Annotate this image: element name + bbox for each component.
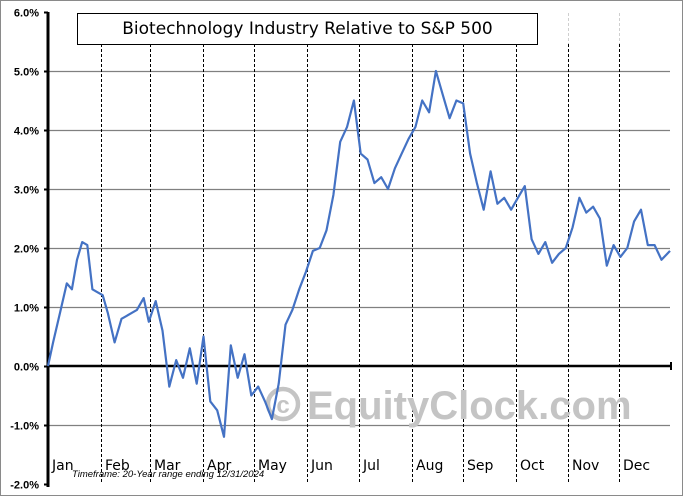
y-axis-label: 6.0% bbox=[14, 8, 39, 20]
month-label-aug: Aug bbox=[416, 458, 443, 474]
y-axis-label: 4.0% bbox=[14, 126, 39, 138]
chart-title: Biotechnology Industry Relative to S&P 5… bbox=[122, 19, 493, 39]
chart-title-box: Biotechnology Industry Relative to S&P 5… bbox=[77, 13, 538, 45]
month-label-oct: Oct bbox=[520, 458, 545, 474]
month-label-dec: Dec bbox=[623, 458, 650, 474]
timeframe-note: Timeframe: 20-Year range ending 12/31/20… bbox=[72, 469, 265, 480]
y-axis-labels: 6.0% 5.0% 4.0% 3.0% 2.0% 1.0% 0.0% -1.0% -2.0% bbox=[10, 8, 39, 492]
x-axis-month-labels: Jan Feb Mar Apr May Jun Jul Aug Sep Oct Nov Dec bbox=[51, 458, 650, 474]
month-label-apr: Apr bbox=[207, 458, 231, 474]
y-axis-label: 2.0% bbox=[14, 244, 39, 256]
month-label-feb: Feb bbox=[105, 458, 130, 474]
month-label-sep: Sep bbox=[467, 458, 494, 474]
month-label-mar: Mar bbox=[154, 458, 181, 474]
month-label-jun: Jun bbox=[310, 458, 333, 474]
svg-text:EquityClock.com: EquityClock.com bbox=[307, 384, 632, 428]
y-axis-ticks bbox=[44, 11, 48, 486]
y-axis-label: 1.0% bbox=[14, 303, 39, 315]
y-axis-label: -1.0% bbox=[10, 421, 39, 433]
y-axis-label: 0.0% bbox=[14, 362, 39, 374]
watermark: c EquityClock.com bbox=[265, 384, 632, 428]
month-label-may: May bbox=[258, 458, 287, 474]
y-axis-label: 5.0% bbox=[14, 67, 39, 79]
relative-performance-line bbox=[46, 69, 671, 438]
svg-text:c: c bbox=[276, 392, 289, 419]
month-label-jul: Jul bbox=[362, 458, 380, 474]
month-label-jan: Jan bbox=[51, 458, 74, 474]
y-axis-label: 3.0% bbox=[14, 185, 39, 197]
y-axis-label: -2.0% bbox=[10, 480, 39, 492]
month-label-nov: Nov bbox=[572, 458, 599, 474]
